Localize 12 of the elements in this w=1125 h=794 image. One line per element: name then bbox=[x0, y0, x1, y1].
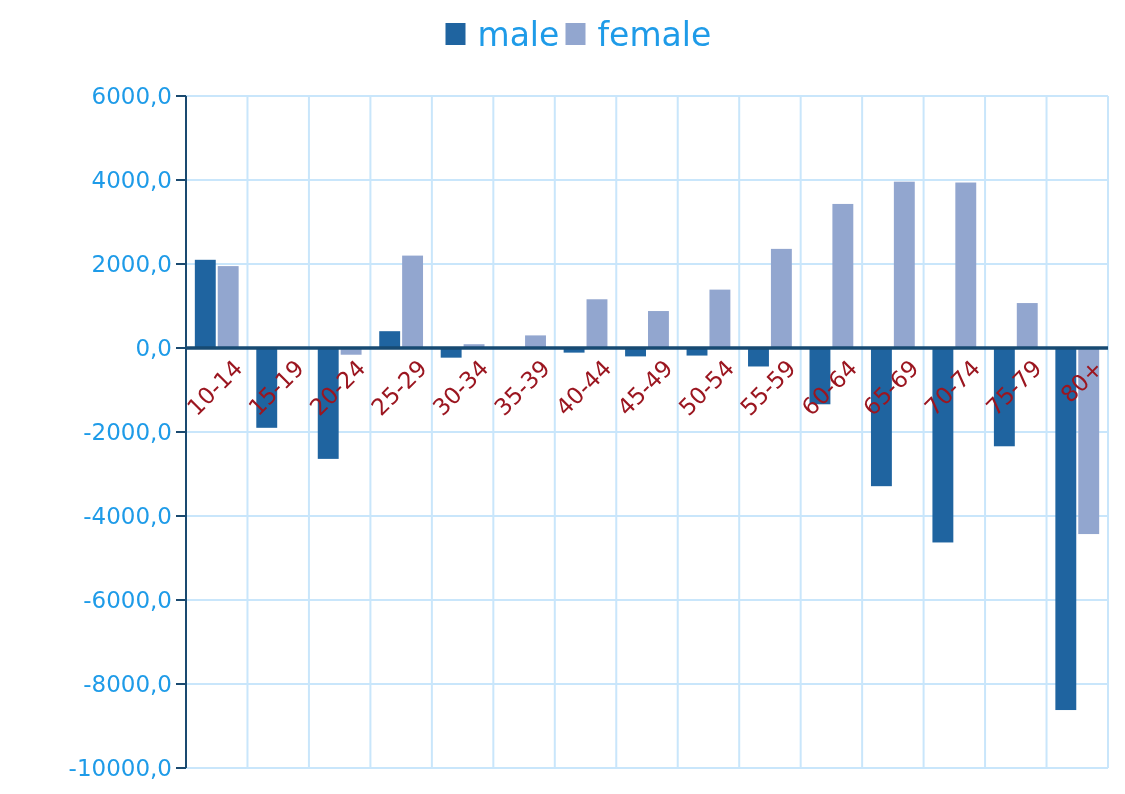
y-tick-label: 0,0 bbox=[135, 335, 172, 362]
y-tick-label: -10000,0 bbox=[68, 755, 172, 782]
y-tick-label: -6000,0 bbox=[83, 587, 172, 614]
y-tick-label: 2000,0 bbox=[91, 251, 172, 278]
y-tick-label: -2000,0 bbox=[83, 419, 172, 446]
y-tick-label: -8000,0 bbox=[83, 671, 172, 698]
legend-label: male bbox=[477, 14, 560, 54]
y-tick-label: 6000,0 bbox=[91, 83, 172, 110]
legend-label: female bbox=[597, 14, 712, 54]
y-tick-label: -4000,0 bbox=[83, 503, 172, 530]
x-tick-label: 80+ bbox=[1055, 354, 1109, 408]
y-tick-label: 4000,0 bbox=[91, 167, 172, 194]
